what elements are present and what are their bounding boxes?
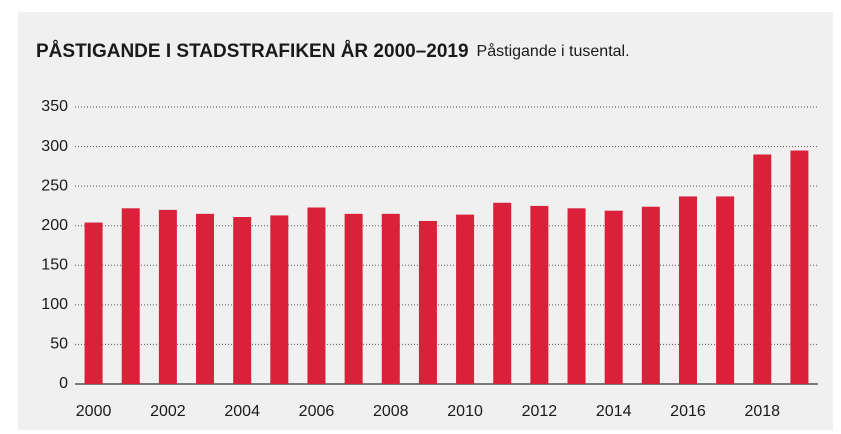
bar	[418, 220, 437, 384]
bar	[158, 209, 177, 384]
bar	[456, 214, 475, 384]
x-tick-label: 2012	[522, 403, 558, 420]
x-tick-label: 2006	[299, 403, 335, 420]
bar	[604, 210, 623, 384]
y-tick-label: 50	[50, 336, 68, 353]
x-tick-label: 2010	[447, 403, 483, 420]
bar	[121, 208, 140, 384]
bar	[567, 208, 586, 384]
bar	[233, 217, 252, 384]
bar	[196, 213, 215, 384]
y-tick-label: 150	[41, 257, 68, 274]
bar	[270, 215, 289, 384]
bar	[84, 222, 103, 384]
y-tick-label: 350	[41, 98, 68, 115]
chart-title: PÅSTIGANDE I STADSTRAFIKEN ÅR 2000–2019	[36, 41, 469, 62]
bar	[344, 213, 363, 384]
x-tick-label: 2008	[373, 403, 409, 420]
y-tick-label: 100	[41, 296, 68, 313]
x-tick-label: 2018	[744, 403, 780, 420]
x-tick-label: 2004	[224, 403, 260, 420]
bar	[307, 207, 326, 384]
x-tick-label: 2000	[76, 403, 112, 420]
bar	[678, 196, 697, 384]
x-tick-label: 2016	[670, 403, 706, 420]
x-tick-label: 2002	[150, 403, 186, 420]
y-tick-label: 200	[41, 217, 68, 234]
bar	[530, 205, 549, 384]
bar	[641, 206, 660, 384]
bar	[716, 196, 735, 384]
bar	[753, 154, 772, 384]
x-tick-label: 2014	[596, 403, 632, 420]
y-tick-label: 0	[59, 375, 68, 392]
y-tick-label: 300	[41, 138, 68, 155]
bar	[381, 213, 400, 384]
bar	[493, 202, 512, 384]
chart-heading: PÅSTIGANDE I STADSTRAFIKEN ÅR 2000–2019 P…	[36, 41, 630, 62]
chart-subtitle: Påstigande i tusental.	[477, 42, 630, 60]
bar	[790, 150, 809, 384]
y-tick-label: 250	[41, 177, 68, 194]
